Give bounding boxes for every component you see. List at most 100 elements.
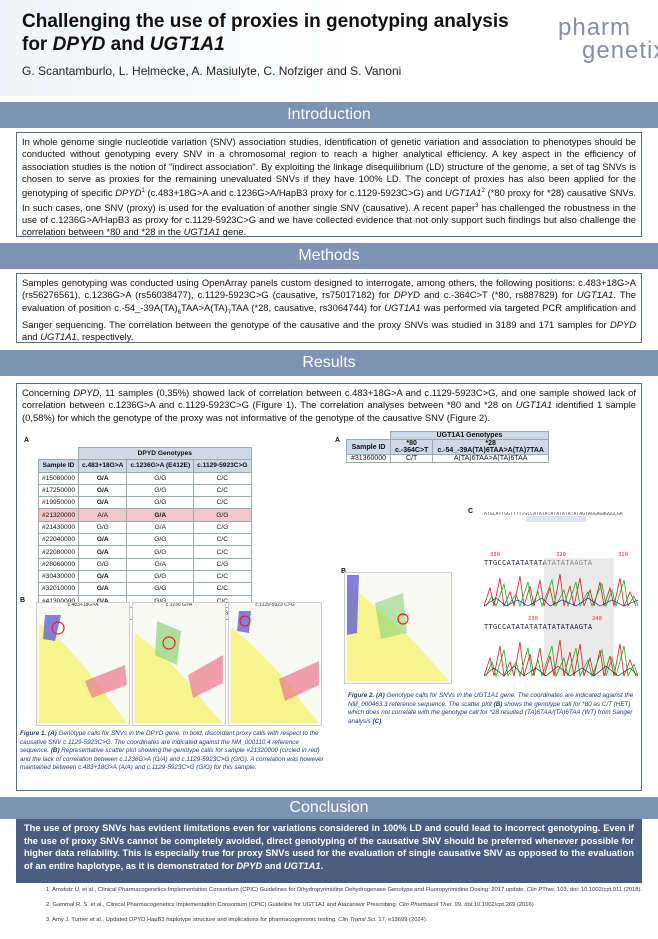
pharmgenetix-logo: pharm genetix bbox=[558, 14, 658, 64]
table-cell: #22040000 bbox=[37, 533, 80, 547]
table-row: #22040000 G/A G/G C/C bbox=[37, 533, 252, 547]
table-cell: #19950000 bbox=[37, 496, 80, 510]
table-cell: #22080000 bbox=[37, 545, 80, 559]
table-cell: G/A bbox=[78, 533, 128, 547]
dpyd-table-header: Sample ID c.483+18G>A c.1236G>A (E412E) c.1… bbox=[37, 459, 252, 473]
scatter-plot-c1129-graphic bbox=[231, 611, 319, 723]
sequence-trace-1: TTGCCATATATATATATATAAGTA bbox=[484, 559, 593, 567]
table-cell: C/C bbox=[193, 533, 252, 547]
conclusion-text: The use of proxy SNVs has evident limita… bbox=[16, 819, 642, 883]
scatter-plot-c483-graphic bbox=[39, 615, 127, 723]
table-cell: C/C bbox=[193, 582, 252, 596]
ugt-col-28: *28 c.-54_-39A(TA)6TAA>A(TA)7TAA bbox=[432, 439, 549, 455]
table-cell: #32010000 bbox=[37, 582, 80, 596]
chromatogram-trace-2 bbox=[484, 639, 638, 678]
dpyd-col-header: c.1129-5923C>G bbox=[193, 459, 252, 473]
reference-item: 3. Amy J. Turner et al., Updated DPYD Ha… bbox=[46, 917, 428, 923]
fig2-label-c: C bbox=[468, 508, 474, 515]
reference-item: 2. Gammal R. S. et al., Clinical Pharmac… bbox=[46, 902, 534, 908]
table-cell: #21430000 bbox=[37, 520, 80, 535]
table-row: #32010000 G/A G/G C/C bbox=[37, 582, 252, 596]
scatter-plot-ugt bbox=[344, 572, 452, 684]
table-cell: G/A bbox=[78, 582, 128, 596]
table-cell: G/G bbox=[78, 520, 128, 535]
dpyd-table-body: #15080000 G/A G/G C/C #17250000 G/A G/G C/C #199… bbox=[37, 471, 252, 621]
poster-title: Challenging the use of proxies in genoty… bbox=[22, 11, 509, 55]
table-cell: G/G bbox=[126, 471, 195, 485]
table-cell: G/G bbox=[126, 533, 195, 547]
table-cell: G/A bbox=[78, 569, 128, 584]
reference-sequence: ATGCATTGGTTTTTGCCATATATATATATATATAGTAGGA… bbox=[484, 512, 623, 517]
table-cell: C/C bbox=[193, 496, 252, 510]
table-row: #22080000 G/A G/G C/C bbox=[37, 545, 252, 559]
ugt1a1-genotype-table: UGT1A1 Genotypes Sample ID *80 c.-364C>T … bbox=[345, 431, 549, 463]
fig2-label-a: A bbox=[335, 437, 341, 444]
sanger-chromatogram: ATGCATTGGTTTTTGCCATATATATATATATATAGTAGGA… bbox=[484, 512, 638, 682]
results-text: Concerning DPYD, 11 samples (0,35%) show… bbox=[22, 387, 637, 423]
table-cell: #21320000 bbox=[37, 508, 80, 522]
introduction-text: In whole genome single nucleotide variat… bbox=[16, 132, 642, 237]
table-row: #17250000 G/A G/G C/C bbox=[37, 483, 252, 498]
table-cell: A/A bbox=[78, 508, 128, 522]
table-cell: G/A bbox=[126, 520, 195, 535]
scatter-plot-c1236: c.1236 G>A bbox=[132, 602, 226, 726]
results-heading: Results bbox=[0, 350, 658, 376]
table-cell: C/G bbox=[193, 557, 252, 571]
ugt-col-sample: Sample ID bbox=[345, 439, 392, 455]
table-cell: C/G bbox=[193, 520, 252, 535]
header-banner bbox=[0, 0, 658, 96]
scatter-plot-c483: c.483+18G>A bbox=[36, 602, 130, 726]
conclusion-heading: Conclusion bbox=[0, 797, 658, 819]
fig1-label-b: B bbox=[20, 597, 26, 604]
table-cell: G/A bbox=[78, 471, 128, 485]
dpyd-col-header: Sample ID bbox=[37, 459, 80, 473]
figure2-caption: Figure 2. (A) Genotype calls for SNVs in… bbox=[348, 692, 634, 725]
table-cell: #28060000 bbox=[37, 557, 80, 571]
fig1-label-a: A bbox=[24, 437, 30, 444]
repeat-region-shade bbox=[544, 558, 614, 676]
sequence-highlight bbox=[526, 516, 586, 522]
table-cell: C/C bbox=[193, 483, 252, 498]
table-row: #30430000 G/A G/G C/C bbox=[37, 569, 252, 584]
methods-text: Samples genotyping was conducted using O… bbox=[16, 273, 642, 343]
ugt-col-80: *80 c.-364C>T bbox=[390, 439, 434, 455]
table-cell: G/A bbox=[126, 508, 195, 522]
author-list: G. Scantamburlo, L. Helmecke, A. Masiuly… bbox=[22, 64, 402, 78]
ugt-table-title: UGT1A1 Genotypes bbox=[390, 431, 549, 440]
table-cell: G/G bbox=[126, 496, 195, 510]
reference-item: 1. Amstutz U. et al., Clinical Pharmacog… bbox=[46, 887, 643, 893]
chromatogram-trace-1 bbox=[484, 573, 638, 608]
table-cell: C/C bbox=[193, 471, 252, 485]
methods-heading: Methods bbox=[0, 243, 658, 269]
table-cell: G/G bbox=[193, 508, 252, 522]
table-cell: #30430000 bbox=[37, 569, 80, 584]
table-cell: G/A bbox=[78, 545, 128, 559]
table-cell: G/G bbox=[126, 545, 195, 559]
table-row: #21430000 G/G G/A C/G bbox=[37, 520, 252, 535]
table-row: #28060000 G/G G/A C/G bbox=[37, 557, 252, 571]
dpyd-col-header: c.483+18G>A bbox=[78, 459, 128, 473]
table-cell: G/G bbox=[78, 557, 128, 571]
table-cell: G/G bbox=[126, 483, 195, 498]
figure1-caption: Figure 1. (A) Genotype calls for SNVs in… bbox=[20, 730, 324, 772]
table-row: #21320000 A/A G/A G/G bbox=[37, 508, 252, 522]
table-cell: #17250000 bbox=[37, 483, 80, 498]
dpyd-col-header: c.1236G>A (E412E) bbox=[126, 459, 195, 473]
table-cell: C/C bbox=[193, 569, 252, 584]
table-cell: G/A bbox=[78, 483, 128, 498]
scatter-plot-c1236-graphic bbox=[135, 621, 223, 723]
table-cell: G/A bbox=[126, 557, 195, 571]
dpyd-genotype-table: DPYD Genotypes Sample ID c.483+18G>A c.123… bbox=[37, 446, 252, 621]
table-cell: C/C bbox=[193, 545, 252, 559]
sequence-trace-2: TTGCCATATATATATATATAAGTA bbox=[484, 623, 593, 631]
introduction-heading: Introduction bbox=[0, 102, 658, 128]
dpyd-table-title: DPYD Genotypes bbox=[78, 446, 252, 461]
table-row: #15080000 G/A G/G C/C bbox=[37, 471, 252, 485]
table-cell: G/G bbox=[126, 569, 195, 584]
table-cell: #15080000 bbox=[37, 471, 80, 485]
table-cell: G/G bbox=[126, 582, 195, 596]
scatter-plot-ugt-graphic bbox=[347, 575, 449, 681]
scatter-plot-c1129: c.1129-5923 C>G bbox=[228, 602, 322, 726]
table-row: #19950000 G/A G/G C/C bbox=[37, 496, 252, 510]
table-cell: G/A bbox=[78, 496, 128, 510]
